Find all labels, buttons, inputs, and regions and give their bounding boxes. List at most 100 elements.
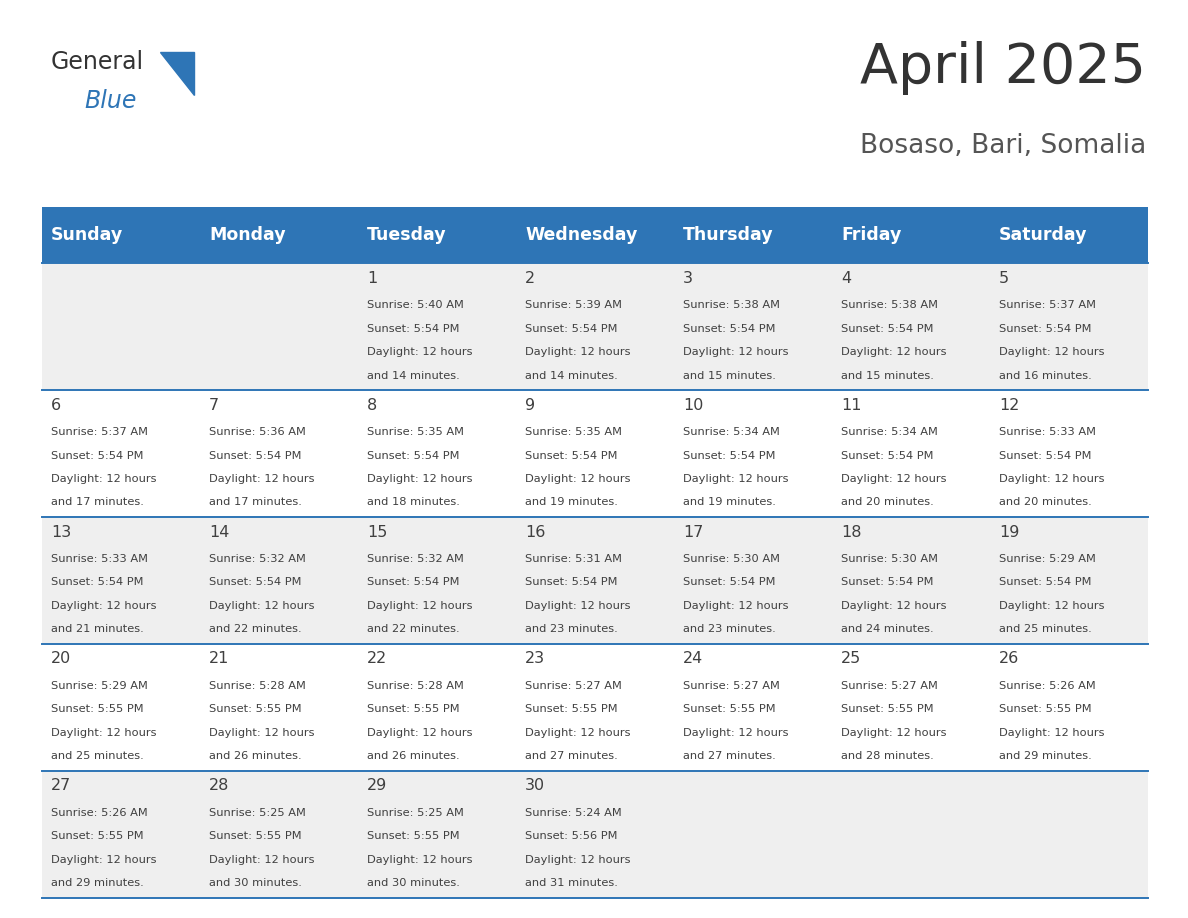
Text: and 15 minutes.: and 15 minutes. [841,371,934,381]
Text: April 2025: April 2025 [860,41,1146,95]
Text: Daylight: 12 hours: Daylight: 12 hours [841,474,947,484]
FancyBboxPatch shape [42,207,1148,263]
Text: 18: 18 [841,524,861,540]
Text: and 28 minutes.: and 28 minutes. [841,751,934,761]
Text: Sunrise: 5:25 AM: Sunrise: 5:25 AM [209,808,307,818]
Text: Friday: Friday [841,226,902,244]
Text: Sunset: 5:55 PM: Sunset: 5:55 PM [367,704,460,714]
Text: 2: 2 [525,271,536,285]
Text: and 25 minutes.: and 25 minutes. [51,751,144,761]
Text: 12: 12 [999,397,1019,413]
Text: Sunrise: 5:37 AM: Sunrise: 5:37 AM [51,427,148,437]
Text: Sunrise: 5:29 AM: Sunrise: 5:29 AM [999,554,1097,564]
Text: Sunrise: 5:38 AM: Sunrise: 5:38 AM [683,300,781,310]
Text: Sunset: 5:54 PM: Sunset: 5:54 PM [367,577,460,588]
Text: Sunset: 5:54 PM: Sunset: 5:54 PM [209,451,302,461]
Text: and 27 minutes.: and 27 minutes. [525,751,618,761]
Text: Bosaso, Bari, Somalia: Bosaso, Bari, Somalia [860,133,1146,159]
Text: Sunrise: 5:32 AM: Sunrise: 5:32 AM [367,554,465,564]
Text: Daylight: 12 hours: Daylight: 12 hours [367,474,473,484]
Text: Sunset: 5:55 PM: Sunset: 5:55 PM [525,704,618,714]
Text: 13: 13 [51,524,71,540]
Text: 22: 22 [367,652,387,666]
Text: Sunrise: 5:36 AM: Sunrise: 5:36 AM [209,427,307,437]
Text: Sunrise: 5:27 AM: Sunrise: 5:27 AM [683,681,781,690]
Text: and 26 minutes.: and 26 minutes. [209,751,302,761]
Text: 7: 7 [209,397,220,413]
Text: Daylight: 12 hours: Daylight: 12 hours [525,601,631,610]
Text: Sunrise: 5:35 AM: Sunrise: 5:35 AM [367,427,465,437]
Text: Daylight: 12 hours: Daylight: 12 hours [683,347,789,357]
Text: Monday: Monday [209,226,285,244]
Text: Daylight: 12 hours: Daylight: 12 hours [999,474,1105,484]
Text: and 17 minutes.: and 17 minutes. [209,498,302,508]
Text: 8: 8 [367,397,378,413]
Text: and 18 minutes.: and 18 minutes. [367,498,460,508]
Text: Daylight: 12 hours: Daylight: 12 hours [999,347,1105,357]
Text: and 20 minutes.: and 20 minutes. [999,498,1092,508]
Text: 26: 26 [999,652,1019,666]
Text: Sunrise: 5:26 AM: Sunrise: 5:26 AM [51,808,147,818]
Text: Daylight: 12 hours: Daylight: 12 hours [51,728,157,738]
Polygon shape [160,52,194,95]
Text: Sunset: 5:55 PM: Sunset: 5:55 PM [999,704,1092,714]
Text: Sunrise: 5:30 AM: Sunrise: 5:30 AM [841,554,939,564]
FancyBboxPatch shape [42,644,1148,771]
Text: Wednesday: Wednesday [525,226,638,244]
Text: and 16 minutes.: and 16 minutes. [999,371,1092,381]
Text: Sunset: 5:55 PM: Sunset: 5:55 PM [209,831,302,841]
FancyBboxPatch shape [42,390,1148,517]
Text: Sunset: 5:55 PM: Sunset: 5:55 PM [209,704,302,714]
Text: Sunset: 5:54 PM: Sunset: 5:54 PM [841,451,934,461]
Text: and 23 minutes.: and 23 minutes. [525,624,618,634]
Text: 29: 29 [367,778,387,793]
Text: Sunrise: 5:32 AM: Sunrise: 5:32 AM [209,554,307,564]
Text: 27: 27 [51,778,71,793]
Text: and 17 minutes.: and 17 minutes. [51,498,144,508]
Text: Sunset: 5:54 PM: Sunset: 5:54 PM [525,451,618,461]
Text: Sunrise: 5:31 AM: Sunrise: 5:31 AM [525,554,623,564]
Text: 10: 10 [683,397,703,413]
Text: 28: 28 [209,778,229,793]
FancyBboxPatch shape [42,263,1148,390]
Text: Daylight: 12 hours: Daylight: 12 hours [367,728,473,738]
Text: Daylight: 12 hours: Daylight: 12 hours [841,347,947,357]
Text: Sunset: 5:54 PM: Sunset: 5:54 PM [209,577,302,588]
Text: Sunrise: 5:33 AM: Sunrise: 5:33 AM [51,554,148,564]
Text: Sunrise: 5:27 AM: Sunrise: 5:27 AM [841,681,939,690]
FancyBboxPatch shape [42,771,1148,898]
Text: Sunset: 5:54 PM: Sunset: 5:54 PM [51,451,144,461]
Text: 17: 17 [683,524,703,540]
Text: Sunrise: 5:35 AM: Sunrise: 5:35 AM [525,427,623,437]
Text: and 19 minutes.: and 19 minutes. [525,498,618,508]
Text: and 29 minutes.: and 29 minutes. [999,751,1092,761]
Text: Sunset: 5:54 PM: Sunset: 5:54 PM [841,324,934,333]
Text: Sunset: 5:54 PM: Sunset: 5:54 PM [367,451,460,461]
Text: and 25 minutes.: and 25 minutes. [999,624,1092,634]
Text: Sunset: 5:54 PM: Sunset: 5:54 PM [683,324,776,333]
Text: General: General [51,50,144,74]
Text: Sunrise: 5:26 AM: Sunrise: 5:26 AM [999,681,1095,690]
Text: Sunset: 5:56 PM: Sunset: 5:56 PM [525,831,618,841]
Text: Daylight: 12 hours: Daylight: 12 hours [683,474,789,484]
Text: 20: 20 [51,652,71,666]
Text: Daylight: 12 hours: Daylight: 12 hours [841,601,947,610]
Text: and 22 minutes.: and 22 minutes. [367,624,460,634]
Text: 25: 25 [841,652,861,666]
Text: Daylight: 12 hours: Daylight: 12 hours [841,728,947,738]
Text: 5: 5 [999,271,1010,285]
Text: 15: 15 [367,524,387,540]
Text: and 30 minutes.: and 30 minutes. [209,879,302,888]
Text: Sunset: 5:54 PM: Sunset: 5:54 PM [841,577,934,588]
Text: Sunrise: 5:30 AM: Sunrise: 5:30 AM [683,554,781,564]
Text: Sunset: 5:54 PM: Sunset: 5:54 PM [525,324,618,333]
Text: 6: 6 [51,397,62,413]
Text: Sunrise: 5:37 AM: Sunrise: 5:37 AM [999,300,1097,310]
Text: Sunrise: 5:40 AM: Sunrise: 5:40 AM [367,300,465,310]
Text: Sunrise: 5:27 AM: Sunrise: 5:27 AM [525,681,623,690]
Text: 9: 9 [525,397,536,413]
Text: Sunset: 5:54 PM: Sunset: 5:54 PM [367,324,460,333]
Text: Daylight: 12 hours: Daylight: 12 hours [51,474,157,484]
Text: Sunset: 5:54 PM: Sunset: 5:54 PM [51,577,144,588]
Text: Saturday: Saturday [999,226,1087,244]
